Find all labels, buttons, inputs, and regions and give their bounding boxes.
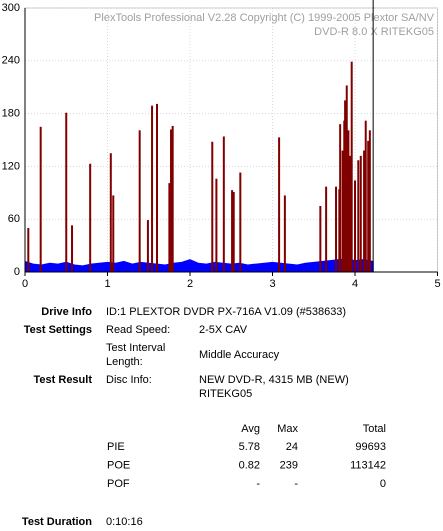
- stats-value: 0: [380, 478, 386, 490]
- poe-bar: [364, 120, 367, 272]
- label: Test Settings: [24, 324, 92, 336]
- stats-value: -: [256, 478, 260, 490]
- y-tick-label: 60: [8, 213, 20, 225]
- poe-bar: [239, 172, 242, 272]
- stats-value: 0.82: [239, 459, 260, 471]
- stats-value: 24: [286, 441, 298, 453]
- value: NEW DVD-R, 4315 MB (NEW): [199, 374, 349, 386]
- label: Disc Info:: [106, 374, 152, 386]
- poe-bar: [350, 61, 353, 273]
- poe-bar: [215, 178, 218, 272]
- stats-header: Max: [277, 423, 298, 435]
- poe-bar: [357, 160, 360, 272]
- poe-bar: [231, 190, 234, 272]
- stats-value: 113142: [350, 459, 386, 471]
- y-tick-label: 180: [2, 108, 20, 120]
- poe-bar: [151, 105, 154, 273]
- value: RITEKG05: [199, 388, 252, 400]
- poe-bar: [156, 103, 158, 272]
- poe-bar: [168, 183, 171, 272]
- pie-area: [24, 258, 374, 273]
- stats-value: -: [294, 478, 298, 490]
- stats-value: 239: [280, 459, 298, 471]
- label: Test Interval: [106, 342, 165, 354]
- x-tick-label: 0: [22, 278, 28, 290]
- label: Drive Info: [41, 306, 92, 318]
- stats-header: Avg: [241, 423, 260, 435]
- poe-bar: [344, 100, 347, 273]
- poe-bar: [39, 126, 42, 272]
- poe-bar: [171, 125, 174, 272]
- stats-label: POF: [107, 478, 130, 490]
- stats-label: POE: [107, 459, 130, 471]
- y-tick-label: 120: [2, 160, 20, 172]
- poe-bar: [367, 140, 370, 272]
- poe-bar: [359, 155, 362, 272]
- x-tick-label: 1: [104, 278, 110, 290]
- poe-bar: [112, 195, 115, 272]
- value: 2-5X CAV: [199, 324, 248, 336]
- stats-value: 99693: [355, 441, 386, 453]
- chart-header: DVD-R 8.0 X RITEKG05: [314, 26, 434, 38]
- poe-bar: [368, 130, 371, 272]
- poe-bar: [27, 228, 30, 272]
- stats-value: 5.78: [239, 441, 260, 453]
- label: Test Duration: [22, 516, 92, 528]
- poe-bar: [109, 153, 112, 272]
- poe-bar: [146, 220, 149, 272]
- poe-bar: [71, 225, 74, 272]
- poe-bar: [341, 150, 344, 272]
- value: ID:1 PLEXTOR DVDR PX-716A V1.09 (#538633…: [106, 306, 346, 318]
- label: Read Speed:: [106, 324, 170, 336]
- chart-header: PlexTools Professional V2.28 Copyright (…: [94, 12, 435, 24]
- poe-bar: [349, 155, 352, 272]
- stats-label: PIE: [107, 441, 125, 453]
- poe-bar: [335, 186, 338, 272]
- label: Length:: [106, 356, 143, 368]
- y-tick-label: 240: [2, 55, 20, 67]
- y-tick-label: 300: [2, 2, 20, 14]
- poe-bar: [211, 141, 214, 272]
- x-tick-label: 3: [269, 278, 275, 290]
- poe-bar: [354, 180, 356, 272]
- value: 0:10:16: [106, 516, 143, 528]
- poe-bar: [65, 112, 68, 272]
- poe-bar: [232, 191, 235, 272]
- poe-bar: [363, 150, 366, 272]
- stats-header: Total: [363, 423, 386, 435]
- poe-bar: [138, 130, 141, 272]
- poe-bar: [339, 124, 342, 272]
- x-tick-label: 4: [352, 278, 358, 290]
- poe-bar: [278, 137, 281, 272]
- poe-bar: [283, 195, 286, 272]
- poe-bar: [319, 206, 322, 272]
- poe-bar: [222, 136, 225, 272]
- label: Test Result: [34, 374, 93, 386]
- poe-bar: [347, 130, 350, 272]
- poe-bar: [325, 186, 328, 272]
- x-tick-label: 2: [187, 278, 193, 290]
- x-tick-label: 5: [434, 278, 440, 290]
- value: Middle Accuracy: [199, 349, 280, 361]
- poe-bar: [170, 129, 173, 272]
- y-tick-label: 0: [14, 266, 20, 278]
- poe-bar: [345, 85, 348, 272]
- poe-bar: [89, 163, 92, 272]
